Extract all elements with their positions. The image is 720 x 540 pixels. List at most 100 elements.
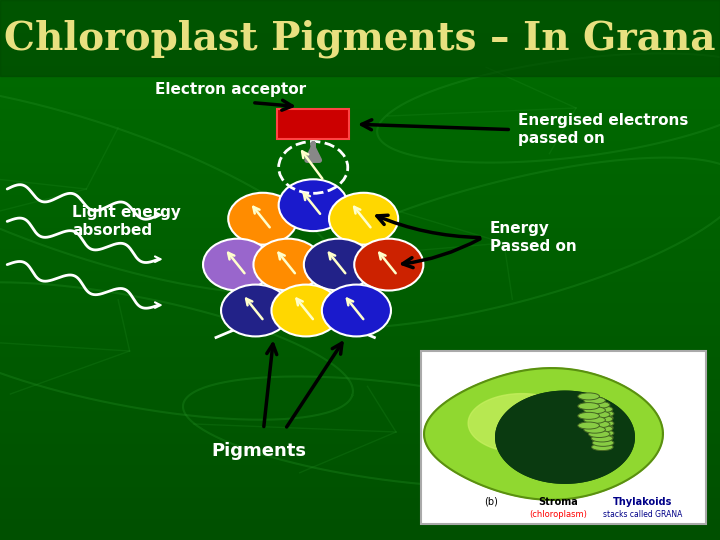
Ellipse shape [584, 426, 606, 433]
Bar [0, 184, 720, 194]
Text: Electron acceptor: Electron acceptor [155, 82, 306, 97]
Bar [0, 216, 720, 227]
Bar [0, 151, 720, 162]
Bar [0, 313, 720, 324]
Ellipse shape [591, 425, 613, 432]
Bar [0, 486, 720, 497]
Bar [0, 65, 720, 76]
Ellipse shape [592, 434, 613, 441]
Text: Energised electrons
passed on: Energised electrons passed on [518, 113, 689, 146]
Bar [277, 109, 349, 139]
Ellipse shape [593, 430, 614, 437]
Bar [0, 464, 720, 475]
Circle shape [329, 193, 398, 245]
Bar [0, 140, 720, 151]
Bar [0, 11, 720, 22]
Circle shape [203, 239, 272, 291]
Bar [0, 0, 720, 11]
Bar [0, 86, 720, 97]
Bar [0, 443, 720, 454]
Ellipse shape [591, 435, 613, 442]
Text: Thylakoids: Thylakoids [613, 496, 672, 507]
Ellipse shape [588, 401, 610, 408]
Bar [0, 248, 720, 259]
Bar [0, 518, 720, 529]
Bar [0, 205, 720, 216]
Ellipse shape [588, 411, 610, 418]
Bar [0, 22, 720, 32]
Polygon shape [468, 394, 576, 453]
Ellipse shape [593, 440, 614, 447]
Bar [0, 324, 720, 335]
Bar [0, 367, 720, 378]
Ellipse shape [584, 407, 606, 414]
Bar [0, 400, 720, 410]
Bar [0, 54, 720, 65]
Ellipse shape [592, 443, 613, 450]
Bar [0, 32, 720, 43]
Ellipse shape [584, 416, 606, 423]
Bar [0, 194, 720, 205]
Ellipse shape [593, 410, 614, 417]
Ellipse shape [591, 406, 613, 413]
Ellipse shape [578, 403, 600, 410]
Bar [0, 43, 720, 54]
Polygon shape [495, 392, 634, 483]
Ellipse shape [578, 413, 600, 420]
Ellipse shape [593, 420, 614, 427]
Text: Energy
Passed on: Energy Passed on [490, 221, 576, 254]
Bar [0, 108, 720, 119]
Bar [0, 346, 720, 356]
Polygon shape [424, 368, 663, 500]
Text: Pigments: Pigments [212, 442, 307, 460]
Bar [0, 227, 720, 238]
Text: Stroma: Stroma [538, 496, 577, 507]
Bar [0, 335, 720, 346]
Circle shape [253, 239, 323, 291]
Bar [0, 97, 720, 108]
Circle shape [221, 285, 290, 336]
Text: (b): (b) [484, 496, 498, 507]
Bar [0, 475, 720, 486]
Bar [0, 281, 720, 292]
Text: Light energy
absorbed: Light energy absorbed [72, 205, 181, 238]
Bar [0, 270, 720, 281]
Bar [0, 378, 720, 389]
Ellipse shape [592, 424, 613, 431]
Circle shape [228, 193, 297, 245]
Bar [0, 130, 720, 140]
Ellipse shape [584, 397, 606, 404]
Text: Chloroplast Pigments – In Grana: Chloroplast Pigments – In Grana [4, 19, 716, 58]
Circle shape [354, 239, 423, 291]
Bar [0, 529, 720, 540]
Bar [0, 508, 720, 518]
Bar [0, 162, 720, 173]
Bar [0, 302, 720, 313]
Bar [0, 76, 720, 86]
Bar [0, 410, 720, 421]
Bar [0, 389, 720, 400]
Bar [0, 119, 720, 130]
Bar [0, 356, 720, 367]
Circle shape [304, 239, 373, 291]
Bar [0, 421, 720, 432]
Bar [0, 497, 720, 508]
Ellipse shape [588, 430, 610, 437]
Ellipse shape [588, 421, 610, 428]
Bar [0, 173, 720, 184]
Bar [421, 351, 706, 524]
Bar [0, 238, 720, 248]
Text: (chloroplasm): (chloroplasm) [528, 510, 587, 518]
Ellipse shape [578, 393, 600, 400]
Bar [0, 259, 720, 270]
Circle shape [271, 285, 341, 336]
Bar [0, 292, 720, 302]
Bar [0, 432, 720, 443]
Ellipse shape [591, 415, 613, 422]
Bar [0, 0, 720, 76]
Bar [0, 454, 720, 464]
Circle shape [322, 285, 391, 336]
Circle shape [279, 179, 348, 231]
Text: stacks called GRANA: stacks called GRANA [603, 510, 683, 518]
Ellipse shape [578, 422, 600, 429]
